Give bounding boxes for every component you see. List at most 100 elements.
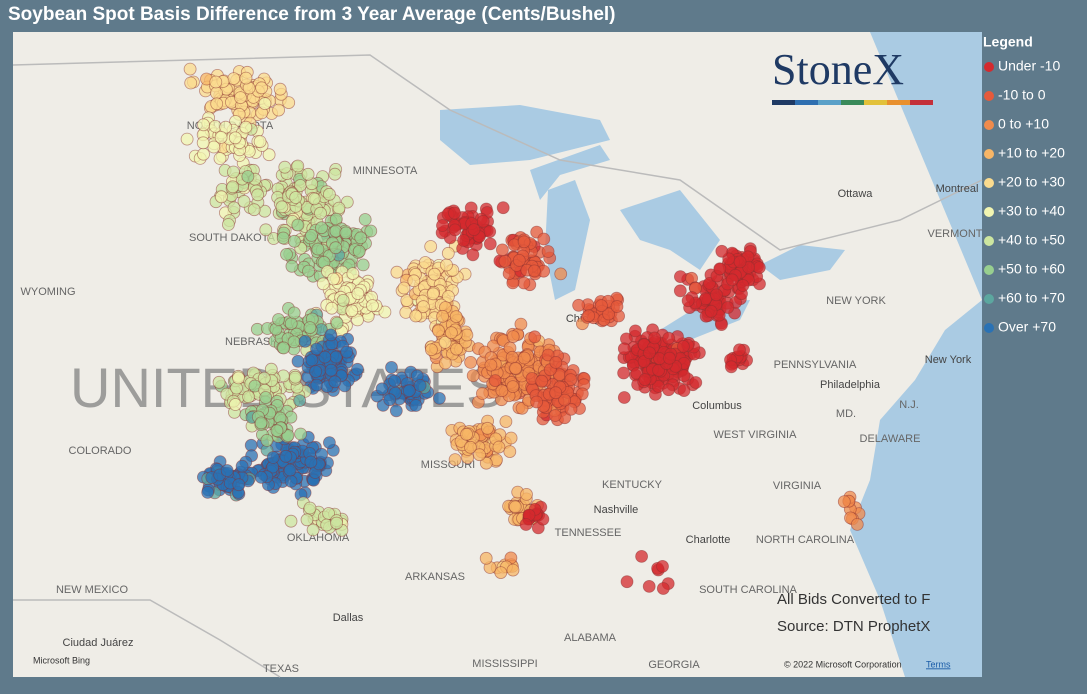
site-dot (409, 309, 423, 323)
site-dot (449, 310, 463, 324)
site-dot (689, 376, 703, 389)
site-dot (713, 262, 727, 276)
site-dot (259, 391, 273, 404)
site-dot (180, 132, 194, 146)
place-label: NORTH CAROLINA (756, 534, 855, 546)
terms-link[interactable]: Terms (926, 659, 951, 669)
place-label: GEORGIA (648, 659, 700, 671)
site-dot (305, 353, 319, 367)
site-dot (364, 224, 378, 238)
site-dot (365, 299, 379, 313)
site-dot (436, 219, 449, 232)
place-label: WYOMING (21, 286, 76, 298)
site-dot (502, 267, 516, 281)
site-dot (322, 436, 336, 450)
site-dot (305, 228, 318, 242)
site-dot (564, 373, 578, 387)
legend-label: +20 to +30 (998, 174, 1065, 190)
site-dot (483, 237, 497, 251)
site-dot (460, 328, 474, 342)
note: Source: DTN ProphetX (777, 618, 930, 635)
site-dot (704, 304, 718, 318)
site-dot (285, 259, 299, 273)
site-dot (183, 62, 197, 76)
site-dot (228, 131, 242, 145)
border (13, 599, 281, 678)
site-dot (837, 495, 851, 509)
site-dot (530, 395, 543, 409)
site-dot (725, 273, 739, 287)
site-dot (517, 351, 531, 365)
place-label: TEXAS (263, 663, 299, 675)
site-dot (504, 431, 518, 445)
site-dot (304, 455, 318, 469)
site-dot (282, 96, 296, 109)
place-label: Montreal (936, 183, 979, 195)
place-label: SOUTH CAROLINA (699, 584, 797, 596)
site-dot (457, 234, 471, 247)
ocean (850, 32, 982, 677)
site-dot (450, 342, 464, 356)
site-dot (549, 355, 563, 369)
place-label: PENNSYLVANIA (774, 359, 857, 371)
place-label: VERMONT (928, 228, 983, 240)
site-dot (385, 360, 398, 374)
site-dot (677, 339, 690, 353)
site-dot (352, 244, 366, 258)
site-dot (506, 380, 520, 394)
note: All Bids Converted to F (777, 591, 930, 608)
site-dot (428, 267, 441, 281)
site-dot (677, 384, 691, 398)
site-dot (330, 516, 344, 530)
place-label: Philadelphia (820, 379, 881, 391)
site-dot (232, 478, 246, 492)
lake-superior (530, 145, 610, 200)
site-dot (463, 440, 477, 454)
site-dot (241, 170, 255, 183)
site-dot (656, 582, 670, 595)
site-dot (479, 456, 493, 470)
legend-label: +30 to +40 (998, 203, 1065, 219)
site-dot (309, 365, 323, 378)
site-dot (503, 445, 517, 459)
logo: StoneX (772, 45, 933, 105)
legend-swatch (984, 62, 994, 72)
site-dot (617, 366, 630, 380)
site-dot (464, 355, 478, 369)
site-dot (232, 371, 245, 385)
site-dot (681, 294, 695, 308)
site-dot (736, 279, 750, 292)
site-dot (316, 277, 330, 291)
site-dot (397, 281, 411, 295)
legend-swatch (984, 149, 994, 159)
site-dot (254, 416, 268, 430)
site-dot (721, 301, 735, 314)
legend-label: Under -10 (998, 58, 1060, 74)
site-dot (441, 246, 455, 260)
site-dot (283, 463, 297, 477)
place-label: MD. (836, 408, 856, 420)
site-dot (448, 453, 462, 467)
site-dot (340, 345, 354, 359)
place-label: OKLAHOMA (287, 532, 350, 544)
site-dot (499, 415, 513, 429)
site-dot (351, 313, 364, 327)
site-dot (498, 254, 512, 268)
site-dot (213, 152, 227, 165)
site-dot (253, 135, 267, 149)
site-dot (517, 235, 531, 249)
site-dot (287, 234, 301, 248)
site-dot (298, 334, 312, 348)
site-dot (407, 274, 421, 288)
site-dot (287, 335, 301, 349)
site-dot (674, 270, 687, 284)
site-dot (275, 200, 289, 214)
legend-swatch (984, 178, 994, 188)
site-dot (311, 242, 325, 256)
logo-stripe (818, 100, 841, 105)
place-label: Dallas (333, 612, 364, 624)
site-dot (301, 167, 315, 181)
site-dot (288, 370, 302, 384)
site-dot (413, 379, 427, 392)
